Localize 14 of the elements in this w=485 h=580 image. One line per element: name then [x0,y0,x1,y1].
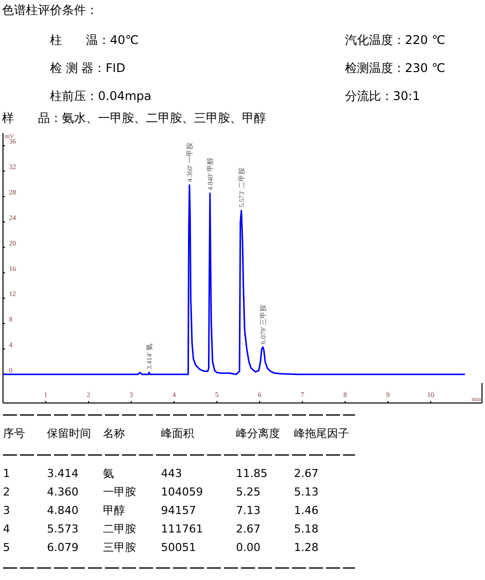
text: 2 4.360 一甲胺 104059 5.25 5.13 [3,486,318,498]
text: 5 6.079 三甲胺 50051 0.00 1.28 [3,541,318,554]
text: 分流比：30:1 [345,89,420,103]
text: 3 4.840 甲醇 94157 7.13 1.46 [3,504,318,517]
text: 检 测 器：FID [50,61,126,75]
text: 检测温度：230 ℃ [345,61,446,75]
text: 汽化温度：220 ℃ [345,33,446,47]
text: 序号 保留时间 名称 峰面积 峰分离度 峰拖尾因子 [3,427,349,440]
text: 4 5.573 二甲胺 111761 2.67 5.18 [3,522,318,536]
text: 样 品：氨水、一甲胺、二甲胺、三甲胺、甲醇 [2,111,266,125]
text: 柱前压：0.04mpa [50,89,152,103]
chart-title: 色谱柱评价条件： [2,3,98,17]
text: 1 3.414 氨 443 11.85 2.67 [3,467,318,480]
text: 柱 温：40℃ [50,33,139,47]
